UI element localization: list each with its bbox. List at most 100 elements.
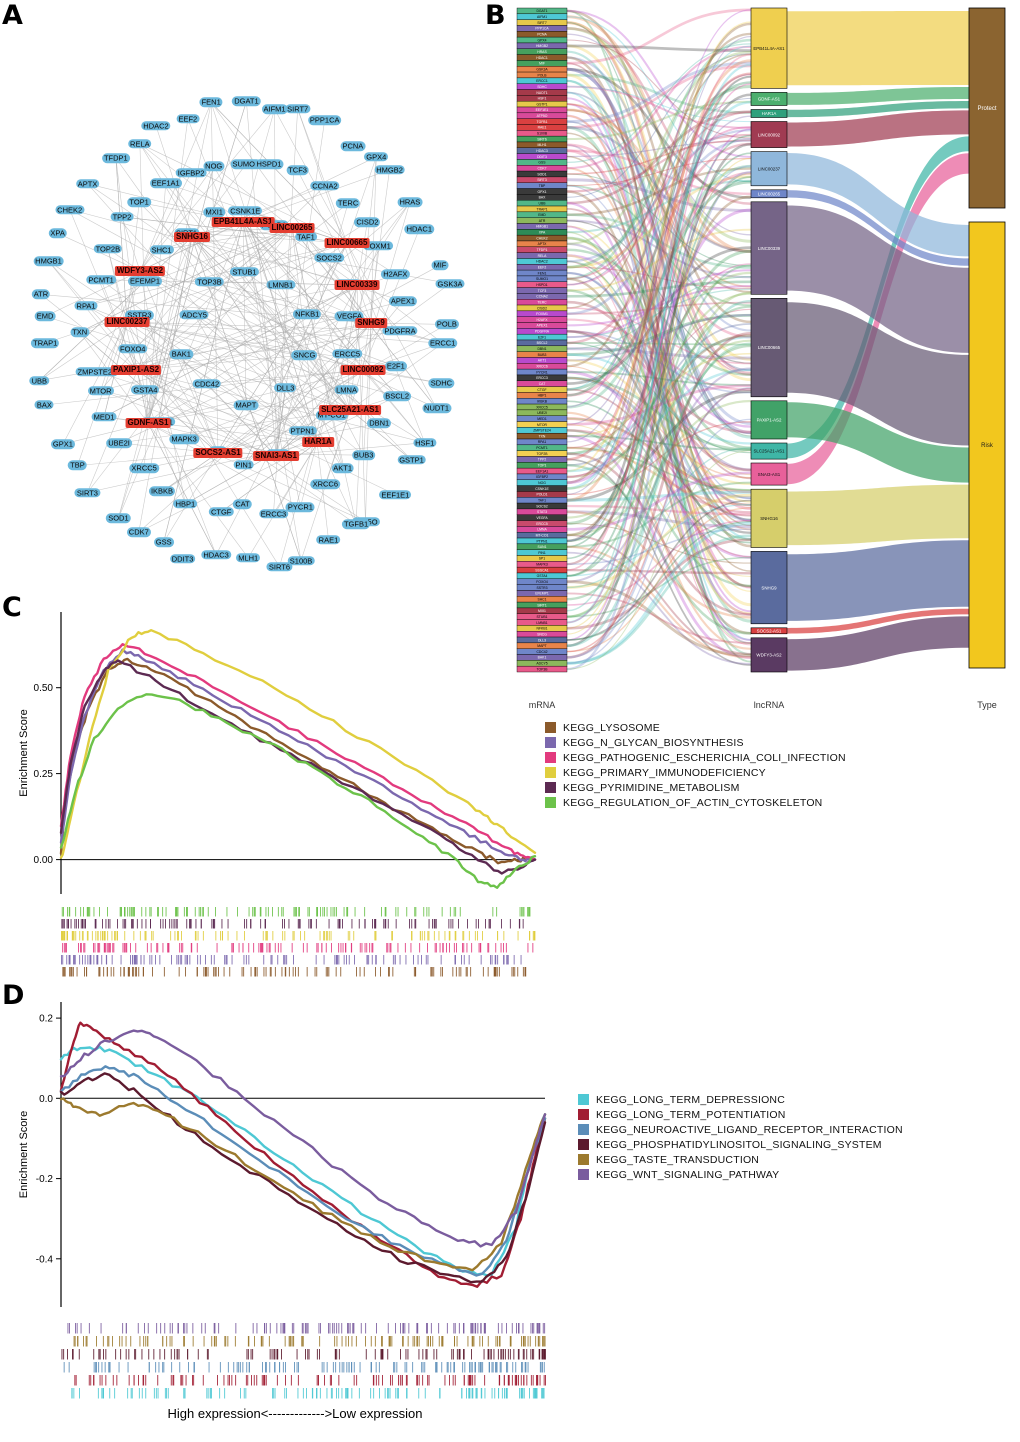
rug-tick [265, 907, 267, 917]
sankey-flow-left [566, 67, 752, 199]
rug-tick [365, 1349, 367, 1360]
rug-tick [425, 1349, 427, 1360]
gene-node: MAPK3 [169, 434, 199, 444]
sankey-flow-left [566, 519, 752, 606]
rug-tick [108, 943, 110, 953]
rug-tick [472, 1388, 474, 1399]
rug-tick [127, 1362, 129, 1373]
rug-tick [67, 919, 69, 929]
rug-tick [527, 907, 529, 917]
gene-node: BSCL2 [383, 391, 411, 401]
rug-tick [459, 1349, 461, 1360]
rug-tick [475, 919, 477, 929]
rug-tick [129, 967, 130, 977]
sankey-flow-left [566, 75, 752, 566]
rug-tick [421, 1362, 423, 1373]
rug-tick [176, 955, 178, 965]
rug-tick [231, 1375, 233, 1386]
rug-tick [87, 907, 89, 917]
rug-tick [472, 1336, 474, 1347]
rug-tick [169, 919, 171, 929]
network-edge [194, 314, 351, 411]
rug-tick [364, 919, 366, 929]
sankey-flow-left [566, 63, 752, 624]
rug-tick [488, 1362, 490, 1373]
rug-tick [456, 1349, 458, 1360]
sankey-mrna-label: HSPD1 [536, 283, 547, 287]
rug-tick [374, 931, 376, 941]
sankey-mrna-label: PYCR1 [536, 370, 547, 374]
rug-tick [292, 967, 294, 977]
rug-tick [99, 967, 101, 977]
rug-tick [147, 1336, 149, 1347]
sankey-mrna-label: RPA1 [538, 440, 547, 444]
rug-tick [82, 931, 84, 941]
rug-tick [414, 907, 416, 917]
rug-tick [501, 1388, 503, 1399]
sankey-flow-left [566, 93, 752, 543]
rug-tick [223, 1375, 225, 1386]
sankey-flow-left [566, 137, 752, 316]
rug-tick [345, 1336, 347, 1347]
rug-tick [512, 967, 514, 977]
gene-node: CAT [233, 499, 252, 509]
sankey-flow-left [566, 126, 752, 253]
rug-tick [544, 1349, 546, 1360]
gene-node: FOXO4 [118, 344, 148, 354]
rug-tick [495, 955, 497, 965]
rug-tick [99, 1375, 101, 1386]
rug-tick [245, 1375, 247, 1386]
rug-tick [248, 1362, 250, 1373]
rug-tick [258, 943, 260, 953]
rug-tick [210, 1388, 211, 1399]
rug-tick [276, 1323, 278, 1334]
rug-tick [489, 919, 491, 929]
gene-node: HSF1 [413, 437, 437, 448]
rug-tick [291, 1323, 293, 1334]
rug-tick [307, 907, 309, 917]
sankey-flow-left [566, 61, 752, 124]
rug-tick [460, 967, 462, 977]
sankey-flow-left [566, 276, 752, 350]
rug-tick [150, 907, 152, 917]
rug-tick [238, 1362, 240, 1373]
rug-tick [113, 943, 115, 953]
rug-tick [490, 1349, 492, 1360]
rug-tick [471, 1323, 473, 1334]
rug-tick [207, 1349, 209, 1360]
rug-tick [482, 931, 483, 941]
rug-tick [317, 943, 319, 953]
rug-tick [506, 1323, 507, 1334]
sankey-flow-left [566, 435, 752, 451]
rug-tick [212, 919, 214, 929]
network-edge [144, 280, 219, 454]
rug-tick [265, 1362, 266, 1373]
rug-tick [532, 1388, 534, 1399]
network-edge [100, 322, 372, 391]
network-edges [39, 101, 451, 567]
sankey-mrna-label: HMGB1 [536, 225, 548, 229]
rug-tick [87, 955, 89, 965]
sankey-flow-left [566, 143, 752, 339]
rug-tick [526, 1375, 528, 1386]
legend-swatch [578, 1169, 589, 1180]
rug-tick [254, 1336, 255, 1347]
sankey-flow-left [566, 458, 752, 666]
rug-tick [495, 967, 497, 977]
rug-tick [289, 1336, 291, 1347]
rug-tick [331, 1375, 332, 1386]
sankey-lncrna-node [750, 627, 788, 635]
rug-tick [345, 1388, 347, 1399]
rug-tick [400, 1349, 401, 1360]
sankey-flow-left [566, 534, 752, 665]
sankey-flow-left [566, 446, 752, 492]
panel-b-label: B [485, 0, 506, 31]
rug-tick [119, 1336, 121, 1347]
rug-tick [226, 907, 228, 917]
rug-tick [98, 943, 99, 953]
sankey-lncrna-label: LINC00665 [758, 345, 781, 350]
rug-tick [260, 907, 262, 917]
sankey-mrna-label: TOP1 [538, 464, 547, 468]
rug-tick [368, 955, 370, 965]
rug-tick [109, 1388, 111, 1399]
